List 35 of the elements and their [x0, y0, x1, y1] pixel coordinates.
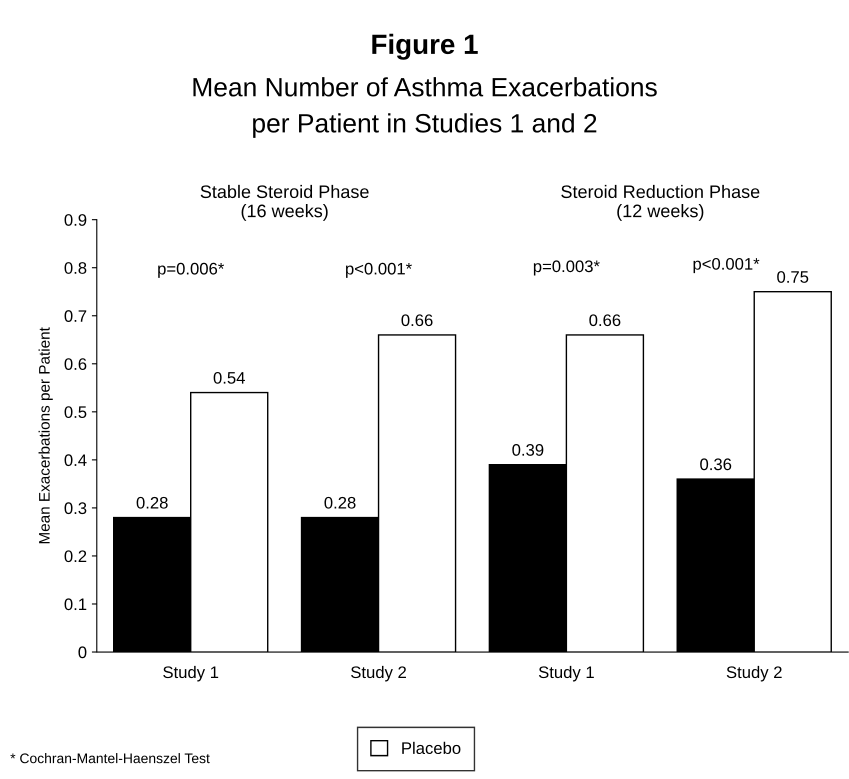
- annotation: p<0.001*: [694, 258, 760, 274]
- x-tick-label: Study 2: [351, 666, 406, 682]
- x-tick-label: Study 1: [163, 666, 218, 682]
- data-label: 0.66: [589, 314, 620, 326]
- annotation: (12 weeks): [617, 204, 704, 221]
- y-tick-label: 0: [78, 646, 86, 658]
- chart-title: Figure 1: [372, 34, 478, 60]
- data-label: 0.54: [214, 372, 245, 384]
- annotation: p<0.001*: [346, 262, 412, 278]
- y-tick-label: 0.3: [64, 502, 86, 514]
- annotation: p=0.006*: [158, 262, 224, 278]
- y-tick-label: 0.8: [64, 262, 86, 274]
- data-label: 0.39: [512, 444, 544, 456]
- text: Steroid Reduction Phase: [561, 184, 760, 198]
- text: * Cochran-Mantel-Haenszel Test: [10, 753, 210, 764]
- data-label: 0.28: [136, 496, 168, 509]
- data-label: 0.28: [324, 496, 356, 509]
- y-tick-label: 0.7: [64, 310, 86, 322]
- legend-label: Placebo: [402, 742, 460, 754]
- data-label: 0.36: [700, 458, 732, 470]
- data-label: 0.66: [401, 314, 433, 326]
- chart-subtitle: Mean Number of Asthma Exacerbations per Patient in Studies 1 and 2: [193, 77, 657, 138]
- y-tick-label: 0.9: [64, 214, 86, 226]
- y-tick-label: 0.2: [64, 550, 86, 562]
- x-tick-label: Study 1: [538, 666, 594, 682]
- y-tick-label: 0.1: [64, 598, 86, 610]
- data-label: 0.75: [777, 271, 808, 283]
- annotation: p=0.003*: [534, 260, 600, 276]
- x-tick-label: Study 2: [726, 666, 782, 682]
- y-tick-label: 0.5: [64, 406, 86, 418]
- y-tick-label: 0.6: [64, 358, 86, 370]
- y-tick-label: 0.4: [64, 454, 87, 466]
- text: Stable Steroid Phase: [200, 184, 369, 198]
- annotation: (16 weeks): [242, 204, 328, 221]
- y-axis-title: Mean Exacerbations per Patient: [38, 327, 53, 544]
